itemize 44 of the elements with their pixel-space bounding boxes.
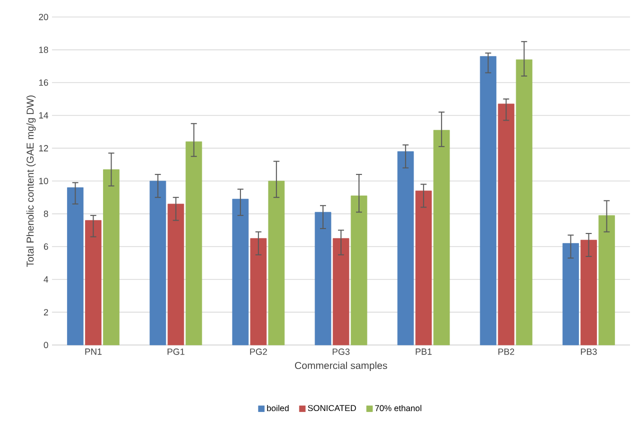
y-tick-label: 18 (39, 46, 48, 53)
y-tick-label: 0 (44, 342, 48, 348)
bar (250, 238, 267, 346)
y-tick-label: 6 (44, 243, 48, 250)
x-tick-label: PG2 (250, 348, 267, 355)
legend-label: 70% ethanol (375, 404, 422, 412)
y-tick-label: 8 (44, 210, 48, 217)
bar (580, 240, 597, 346)
bar (268, 180, 285, 346)
bar (598, 215, 615, 346)
y-tick-label: 12 (39, 145, 48, 152)
x-tick-label: PB2 (498, 348, 514, 355)
bar (85, 220, 102, 346)
bar (103, 169, 120, 346)
y-tick-label: 16 (39, 79, 48, 86)
x-tick-label: PG1 (168, 348, 184, 355)
y-tick-label: 2 (44, 309, 48, 316)
bar (397, 151, 414, 346)
y-axis-title: Total Phenolic content (GAE mg/g DW) (26, 96, 36, 267)
y-tick-label: 20 (38, 14, 48, 20)
bar (314, 212, 332, 346)
y-tick-label: 10 (39, 178, 48, 184)
bar (186, 141, 202, 346)
bar (150, 180, 166, 346)
bar (480, 56, 496, 346)
x-tick-label: PN1 (85, 348, 102, 355)
y-tick-label: 14 (39, 112, 48, 118)
bar (433, 130, 450, 346)
bar (516, 59, 532, 346)
bar (562, 243, 579, 346)
bar (415, 190, 432, 346)
legend-label: SONICATED (308, 405, 356, 412)
bar (350, 196, 368, 346)
bar (332, 238, 350, 346)
bar (232, 198, 249, 346)
x-tick-label: PB1 (416, 348, 432, 355)
bar (168, 204, 184, 346)
bar (67, 187, 84, 346)
x-tick-label: PB3 (580, 348, 597, 355)
y-tick-label: 4 (44, 276, 48, 282)
legend-label: boiled (267, 404, 289, 412)
x-axis-title: Commercial samples (294, 362, 388, 371)
bar (498, 104, 514, 346)
x-tick-label: PG3 (332, 348, 350, 355)
